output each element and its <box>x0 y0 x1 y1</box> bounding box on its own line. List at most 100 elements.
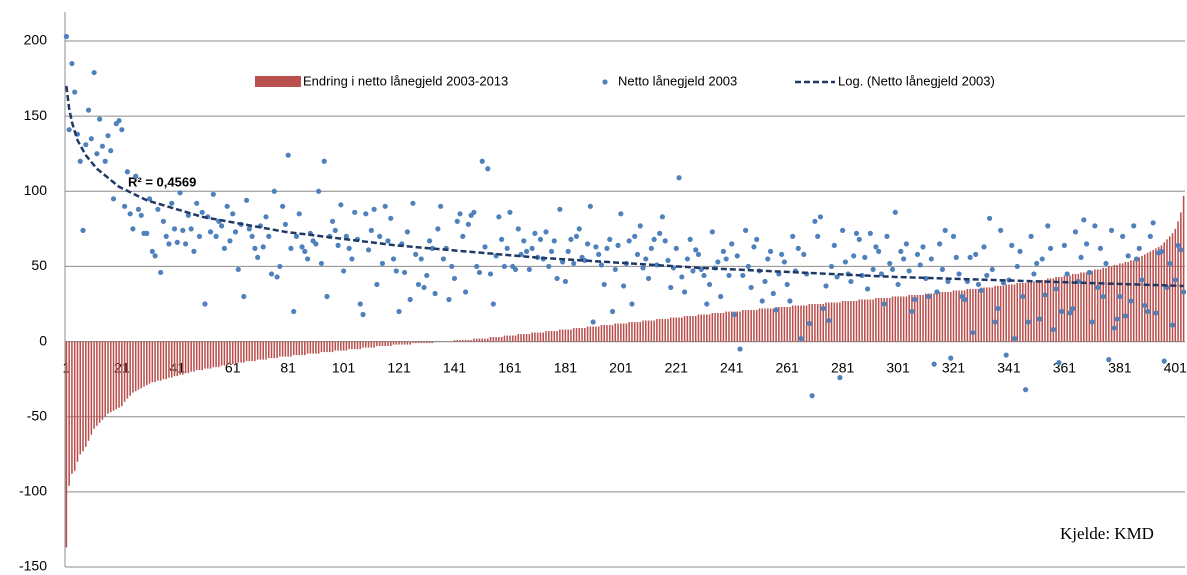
scatter-point <box>576 226 582 232</box>
bar <box>65 341 68 548</box>
bar <box>118 341 120 408</box>
bar <box>786 307 788 342</box>
scatter-point <box>1056 360 1062 366</box>
bar <box>650 320 653 342</box>
bar <box>1135 258 1138 342</box>
scatter-point <box>870 266 876 273</box>
bar <box>1019 282 1021 342</box>
bar <box>999 285 1002 342</box>
scatter-point <box>840 227 846 233</box>
scatter-point <box>815 233 821 239</box>
bar <box>1138 257 1141 342</box>
bar <box>287 341 289 357</box>
scatter-point <box>876 248 882 254</box>
scatter-point <box>116 118 122 124</box>
bar <box>107 341 109 414</box>
scatter-point <box>374 281 380 288</box>
scatter-point <box>984 272 990 279</box>
bar <box>880 297 883 342</box>
bar <box>875 297 877 342</box>
scatter-point <box>487 271 494 277</box>
bar <box>470 340 472 342</box>
scatter-point <box>543 229 549 235</box>
bar <box>614 323 617 342</box>
scatter-point <box>1064 271 1070 277</box>
bar <box>645 320 647 342</box>
scatter-point <box>956 271 962 277</box>
bar <box>877 297 880 342</box>
scatter-point <box>989 266 995 273</box>
scatter-point <box>438 203 444 209</box>
bar <box>384 341 386 347</box>
scatter-point <box>227 238 233 244</box>
x-tick-label: 401 <box>1164 359 1187 375</box>
legend-layer: Endring i netto lånegjeld 2003-2013 Netto… <box>255 73 995 88</box>
scatter-point <box>371 206 377 212</box>
bar <box>1152 249 1154 342</box>
bar <box>1044 279 1046 342</box>
bar <box>73 341 76 471</box>
scatter-point <box>329 218 336 224</box>
bar <box>980 287 983 342</box>
scatter-point <box>615 242 621 248</box>
scatter-point <box>745 263 751 270</box>
bar <box>858 299 861 342</box>
scatter-point <box>191 248 197 254</box>
bar <box>678 317 680 342</box>
bar <box>462 340 464 342</box>
bar <box>1105 267 1107 342</box>
bar <box>223 341 226 366</box>
bar <box>229 341 231 365</box>
scatter-point <box>393 268 399 274</box>
scatter-point <box>282 221 288 227</box>
bar <box>121 341 123 407</box>
scatter-point <box>91 69 97 76</box>
scatter-point <box>590 319 596 325</box>
bar <box>841 300 844 342</box>
bar <box>420 341 423 344</box>
scatter-point <box>158 269 164 276</box>
bar <box>356 341 359 350</box>
scatter-point <box>939 266 946 273</box>
scatter-point <box>105 133 111 139</box>
scatter-point <box>365 247 372 253</box>
scatter-point <box>767 248 774 254</box>
scatter-point <box>388 215 394 221</box>
scatter-point <box>360 311 366 318</box>
bar <box>320 341 323 353</box>
bar <box>134 341 137 392</box>
scatter-point <box>945 278 951 285</box>
scatter-point <box>817 214 824 220</box>
bar <box>589 326 592 342</box>
scatter-point <box>402 269 408 276</box>
scatter-point <box>496 214 502 220</box>
scatter-point <box>1081 217 1087 223</box>
bar <box>290 341 292 357</box>
x-tick-label: 221 <box>665 359 689 375</box>
scatter-point <box>465 221 471 227</box>
scatter-point <box>704 301 710 307</box>
bar <box>109 341 112 413</box>
bar <box>459 340 461 342</box>
bar <box>753 310 755 342</box>
bar <box>944 291 946 342</box>
bar <box>1083 272 1085 342</box>
scatter-point <box>407 296 413 303</box>
bar <box>398 341 400 345</box>
x-tick-label: 241 <box>720 359 744 375</box>
bar <box>611 325 614 342</box>
bar <box>949 291 952 342</box>
scatter-point <box>604 245 610 251</box>
scatter-point <box>83 142 89 148</box>
bar <box>783 307 786 342</box>
bar <box>961 290 963 342</box>
bar <box>819 304 822 342</box>
scatter-point <box>182 241 189 247</box>
x-tick-label: 381 <box>1108 359 1132 375</box>
scatter-point <box>729 241 735 247</box>
scatter-point <box>1114 316 1120 322</box>
bar <box>190 341 192 372</box>
scatter-point <box>122 203 128 209</box>
scatter-point <box>368 227 374 233</box>
